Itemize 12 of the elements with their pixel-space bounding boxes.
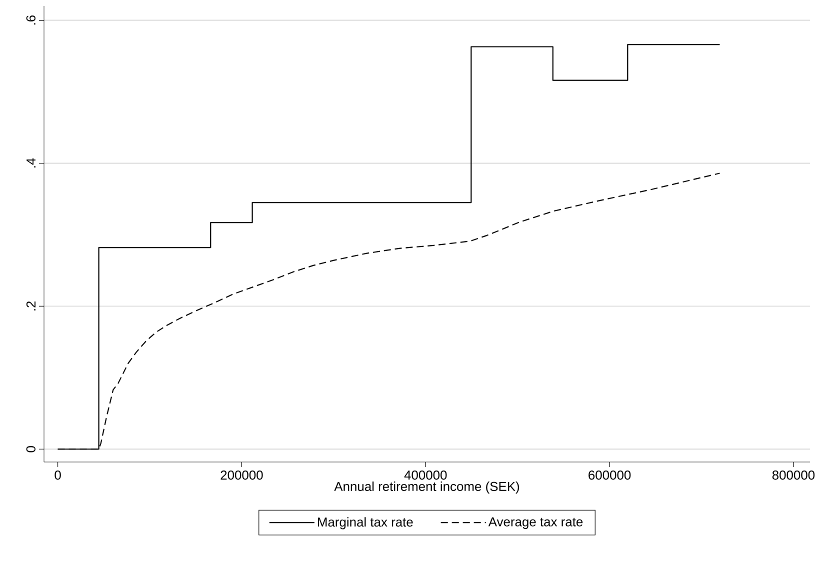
- x-tick-label: 200000: [220, 470, 263, 480]
- y-tick-label: 0: [26, 446, 36, 452]
- y-tick-label: .6: [26, 15, 36, 25]
- x-tick-label: 800000: [772, 470, 815, 480]
- y-tick-label: .2: [26, 301, 36, 310]
- x-tick-label: 400000: [404, 470, 447, 480]
- legend-label: Marginal tax rate: [318, 517, 413, 530]
- y-tick-label: .4: [26, 158, 36, 168]
- legend-label: Average tax rate: [488, 517, 583, 529]
- x-tick-label: 600000: [588, 470, 631, 480]
- x-tick-label: 0: [54, 470, 61, 480]
- x-axis-title: Annual retirement income (SEK): [334, 482, 520, 494]
